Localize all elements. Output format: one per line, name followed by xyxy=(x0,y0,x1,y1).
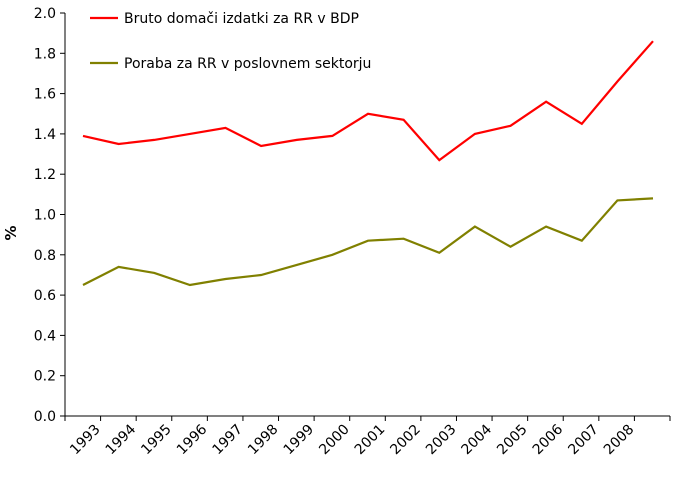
x-tick-label: 2003 xyxy=(423,422,460,459)
x-tick-label: 2008 xyxy=(601,422,638,459)
y-tick-label: 1.0 xyxy=(34,208,56,224)
axes xyxy=(64,13,670,417)
y-tick-label: 1.8 xyxy=(34,46,56,62)
series-line-2 xyxy=(82,197,654,287)
x-tick-label: 1995 xyxy=(138,422,175,459)
y-tick-label: 2.0 xyxy=(34,6,56,22)
x-tick-label: 2001 xyxy=(352,422,389,459)
x-tick-label: 2000 xyxy=(316,422,353,459)
legend-label-1: Bruto domači izdatki za RR v BDP xyxy=(124,11,359,27)
y-tick-label: 1.6 xyxy=(34,87,56,103)
x-tick-label: 1996 xyxy=(174,421,211,458)
legend: Bruto domači izdatki za RR v BDP Poraba z… xyxy=(90,11,371,72)
legend-label-2: Poraba za RR v poslovnem sektorju xyxy=(124,56,371,72)
x-tick-label: 2006 xyxy=(530,421,567,458)
series-lines xyxy=(82,40,654,287)
x-tick-label: 1997 xyxy=(209,422,246,459)
x-tick-label: 1993 xyxy=(67,422,104,459)
x-tick-label: 2004 xyxy=(459,421,496,458)
y-axis-label: % xyxy=(2,225,20,240)
x-tick-label: 2002 xyxy=(387,422,424,459)
x-tick-label: 1994 xyxy=(103,421,140,458)
y-tick-label: 0.0 xyxy=(34,409,56,425)
x-tick-label: 2005 xyxy=(494,422,531,459)
x-tick-label: 1998 xyxy=(245,422,282,459)
y-tick-label: 0.6 xyxy=(34,288,56,304)
x-tick-label: 1999 xyxy=(281,422,318,459)
x-tick-label: 2007 xyxy=(565,422,602,459)
series-line-1 xyxy=(82,40,654,162)
y-tick-label: 0.8 xyxy=(34,248,56,264)
y-tick-label: 1.2 xyxy=(34,167,56,183)
y-tick-label: 1.4 xyxy=(34,127,56,143)
y-tick-label: 0.4 xyxy=(34,328,56,344)
y-tick-label: 0.2 xyxy=(34,369,56,385)
